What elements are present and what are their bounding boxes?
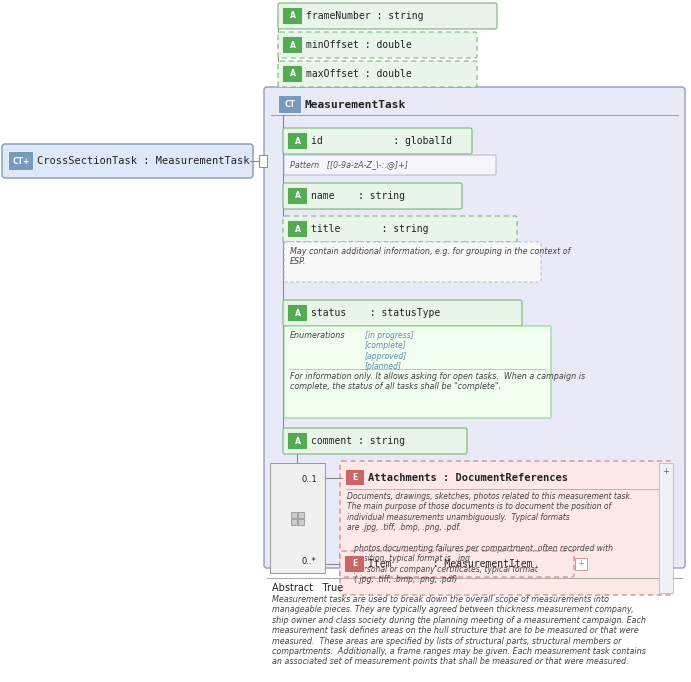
Text: E: E [352,473,358,482]
Text: id            : globalId: id : globalId [311,136,452,146]
Text: frameNumber : string: frameNumber : string [306,11,424,21]
Text: comment : string: comment : string [311,436,405,446]
Bar [659,463,673,593]
Text: For information only. It allows asking for open tasks.  When a campaign is
compl: For information only. It allows asking f… [290,372,585,391]
Text: E: E [352,559,357,569]
Text: MeasurementTask: MeasurementTask [305,100,406,110]
FancyBboxPatch shape [284,242,541,282]
FancyBboxPatch shape [278,32,477,58]
FancyBboxPatch shape [287,132,307,149]
Text: 0..1: 0..1 [302,475,318,484]
FancyBboxPatch shape [346,469,364,486]
FancyBboxPatch shape [278,61,477,87]
Bar [270,463,325,573]
Text: May contain additional information, e.g. for grouping in the context of
ESP.: May contain additional information, e.g.… [290,247,571,267]
FancyBboxPatch shape [345,556,364,572]
FancyBboxPatch shape [278,95,301,113]
Text: A: A [294,192,301,201]
Bar [299,512,305,518]
Text: +: + [663,466,670,475]
Text: name    : string: name : string [311,191,405,201]
FancyBboxPatch shape [283,428,467,454]
Text: A: A [290,40,296,50]
Text: CrossSectionTask : MeasurementTask: CrossSectionTask : MeasurementTask [37,156,249,166]
Text: A: A [294,136,301,145]
FancyBboxPatch shape [8,151,33,170]
Bar [259,155,267,167]
Text: A: A [294,224,301,233]
FancyBboxPatch shape [283,183,462,209]
FancyBboxPatch shape [283,300,522,326]
Text: [in progress]
[complete]
[approved]
[planned]: [in progress] [complete] [approved] [pla… [365,331,414,371]
FancyBboxPatch shape [287,432,307,449]
Text: CT+: CT+ [12,156,30,166]
FancyBboxPatch shape [2,144,253,178]
Text: A: A [294,308,301,318]
Text: title       : string: title : string [311,224,428,234]
Text: Enumerations: Enumerations [290,331,346,340]
FancyBboxPatch shape [283,37,303,53]
FancyBboxPatch shape [287,220,307,237]
FancyBboxPatch shape [283,8,303,25]
Text: +: + [578,559,585,569]
FancyBboxPatch shape [340,461,672,595]
FancyBboxPatch shape [283,128,472,154]
Text: Abstract   True: Abstract True [272,583,343,593]
FancyBboxPatch shape [287,188,307,205]
Text: Measurement tasks are used to break down the overall scope of measurements into
: Measurement tasks are used to break down… [272,595,646,666]
Text: A: A [294,436,301,445]
Text: minOffset : double: minOffset : double [306,40,412,50]
Text: Item       : MeasurementItem: Item : MeasurementItem [368,559,533,569]
FancyBboxPatch shape [283,65,303,83]
Text: A: A [290,12,296,20]
Text: Attachments : DocumentReferences: Attachments : DocumentReferences [368,473,568,483]
FancyBboxPatch shape [340,551,574,577]
Text: status    : statusType: status : statusType [311,308,440,318]
FancyBboxPatch shape [284,155,496,175]
FancyBboxPatch shape [278,3,497,29]
Text: Documents, drawings, sketches, photos related to this measurement task.
The main: Documents, drawings, sketches, photos re… [347,492,632,584]
Bar [292,512,298,518]
Text: 0..*: 0..* [302,557,316,566]
Bar [299,519,305,525]
Text: A: A [290,70,296,78]
Text: Pattern   [[0-9a-zA-Z_\-:.@]+]: Pattern [[0-9a-zA-Z_\-:.@]+] [290,160,408,170]
Bar [575,558,587,570]
Bar [292,519,298,525]
FancyBboxPatch shape [284,326,551,418]
FancyBboxPatch shape [283,216,517,242]
FancyBboxPatch shape [264,87,685,568]
Text: CT: CT [285,100,296,109]
Text: maxOffset : double: maxOffset : double [306,69,412,79]
FancyBboxPatch shape [287,304,307,321]
